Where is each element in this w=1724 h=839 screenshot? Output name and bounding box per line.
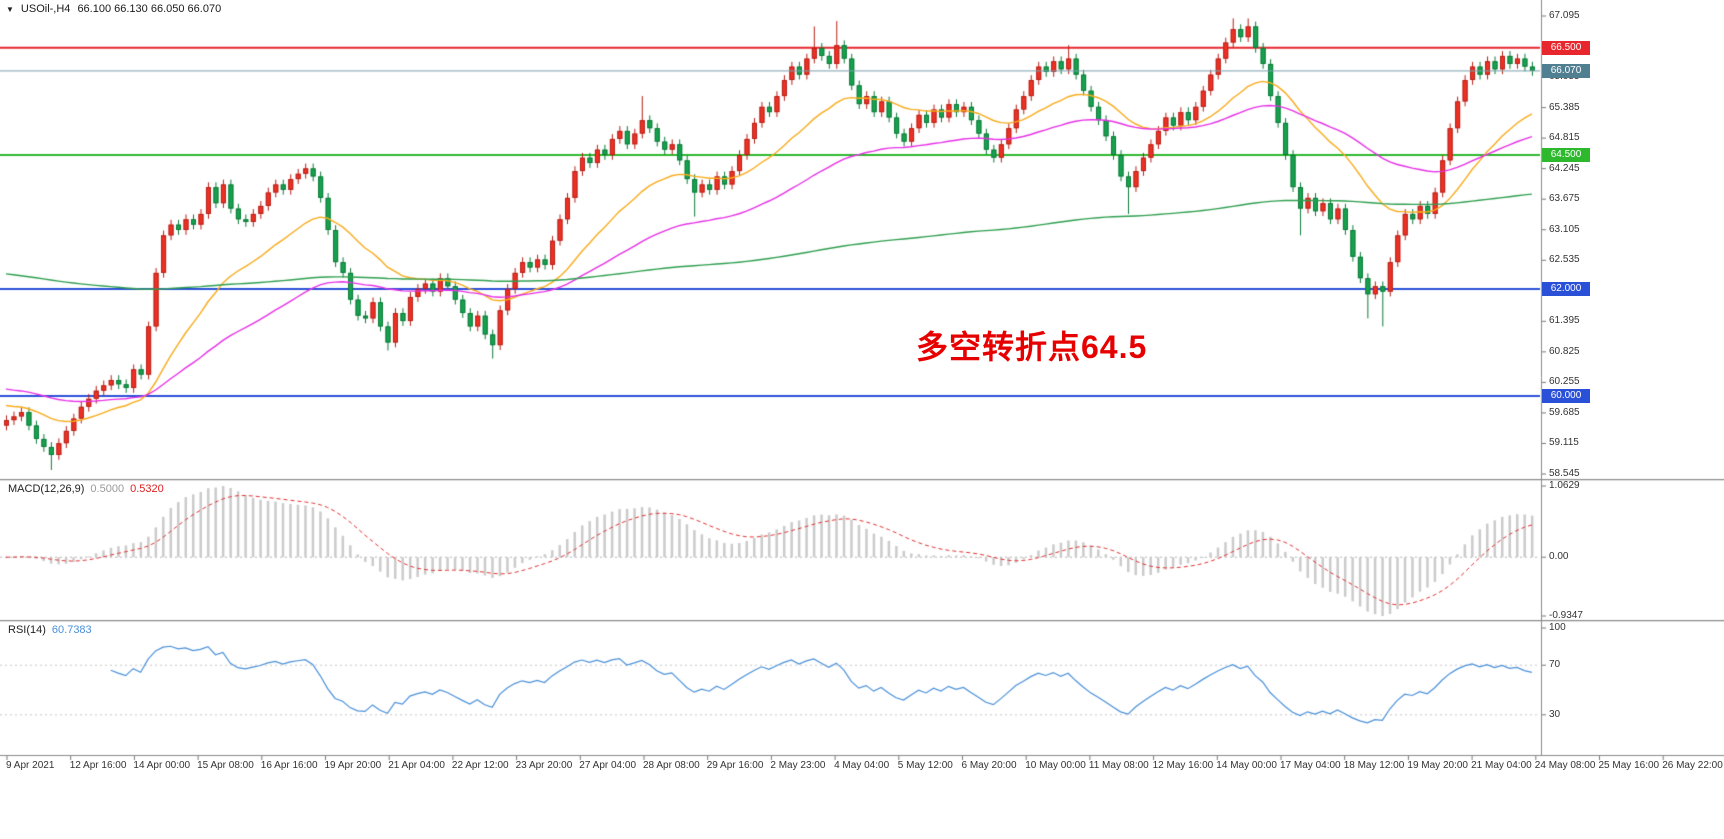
price-axis-label: 64.815 — [1549, 132, 1580, 144]
time-axis-label: 15 Apr 08:00 — [197, 760, 254, 771]
time-axis-label: 12 Apr 16:00 — [69, 760, 127, 771]
time-axis-label: 19 Apr 20:00 — [324, 760, 382, 771]
hline-price-badge: 66.500 — [1542, 40, 1590, 55]
price-axis-label: 63.675 — [1549, 193, 1580, 205]
time-axis-label: 9 Apr 2021 — [6, 760, 55, 771]
chart-annotation-text[interactable]: 多空转折点64.5 — [916, 329, 1148, 365]
price-axis-label: 59.115 — [1549, 437, 1579, 449]
macd-signal-value: 0.5320 — [130, 483, 164, 495]
rsi-axis-label: 70 — [1549, 659, 1561, 671]
current-price-badge: 66.070 — [1542, 63, 1590, 78]
time-axis-label: 22 Apr 12:00 — [451, 760, 509, 771]
rsi-axis-label: 30 — [1549, 708, 1561, 720]
rsi-axis-label: 100 — [1549, 622, 1566, 633]
time-axis-label: 6 May 20:00 — [961, 760, 1017, 771]
time-axis-label: 16 Apr 16:00 — [260, 760, 318, 771]
time-axis-label: 2 May 23:00 — [770, 760, 826, 771]
time-axis-label: 24 May 08:00 — [1534, 760, 1596, 771]
hline-price-badge: 64.500 — [1542, 148, 1590, 162]
chart-header: ▼ USOil-,H4 66.100 66.130 66.050 66.070 — [6, 3, 221, 15]
time-axis-label: 12 May 16:00 — [1152, 760, 1214, 771]
rsi-label: RSI(14) — [8, 624, 46, 636]
time-axis-label: 5 May 12:00 — [897, 760, 953, 771]
price-axis-label: 67.095 — [1549, 10, 1580, 21]
price-axis-label: 61.395 — [1549, 315, 1580, 327]
time-axis-label: 4 May 04:00 — [834, 760, 890, 771]
price-axis-label: 62.535 — [1549, 254, 1580, 266]
time-axis-label: 19 May 20:00 — [1407, 760, 1468, 771]
time-axis-label: 10 May 00:00 — [1025, 760, 1086, 771]
rsi-header: RSI(14) 60.7383 — [8, 624, 92, 636]
time-axis-label: 28 Apr 08:00 — [643, 760, 700, 771]
symbol-timeframe-label: USOil-,H4 — [20, 3, 71, 15]
macd-axis-label: 0.00 — [1549, 551, 1569, 563]
time-axis-label: 18 May 12:00 — [1343, 760, 1405, 771]
time-axis-label: 14 Apr 00:00 — [133, 760, 191, 771]
collapse-triangle-icon[interactable]: ▼ — [6, 4, 14, 14]
price-axis-label: 58.545 — [1549, 468, 1580, 479]
time-axis-label: 21 Apr 04:00 — [388, 760, 445, 771]
price-axis-label: 60.825 — [1549, 345, 1580, 357]
price-axis-label: 65.385 — [1549, 101, 1580, 113]
macd-axis-label: -0.9347 — [1549, 610, 1583, 621]
price-axis-label: 60.255 — [1549, 376, 1580, 388]
time-axis-label: 25 May 16:00 — [1598, 760, 1660, 771]
time-axis-label: 26 May 22:00 — [1662, 760, 1723, 771]
macd-axis-label: 1.0629 — [1549, 480, 1580, 491]
macd-label: MACD(12,26,9) — [8, 483, 85, 495]
time-axis-label: 17 May 04:00 — [1280, 760, 1341, 771]
ohlc-values: 66.100 66.130 66.050 66.070 — [77, 3, 222, 15]
price-axis-label: 59.685 — [1549, 406, 1580, 418]
time-axis-label: 11 May 08:00 — [1088, 760, 1149, 771]
macd-main-value: 0.5000 — [90, 483, 125, 495]
price-axis-label: 64.245 — [1549, 162, 1580, 174]
macd-header: MACD(12,26,9) 0.5000 0.5320 — [8, 483, 164, 495]
time-axis-label: 23 Apr 20:00 — [515, 760, 573, 771]
hline-price-badge: 60.000 — [1542, 389, 1590, 404]
rsi-value: 60.7383 — [51, 624, 92, 636]
hline-price-badge: 62.000 — [1542, 281, 1590, 296]
time-axis-label: 14 May 00:00 — [1216, 760, 1277, 771]
time-axis-label: 29 Apr 16:00 — [706, 760, 764, 771]
time-axis-label: 21 May 04:00 — [1471, 760, 1532, 771]
time-axis-label: 27 Apr 04:00 — [579, 760, 637, 771]
price-axis-label: 63.105 — [1549, 223, 1580, 235]
